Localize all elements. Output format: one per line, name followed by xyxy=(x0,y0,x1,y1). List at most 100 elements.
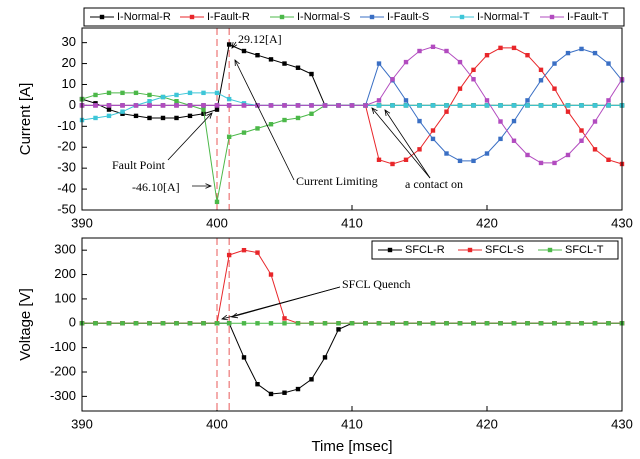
point xyxy=(174,99,179,104)
point xyxy=(201,321,206,326)
point xyxy=(255,250,260,255)
point xyxy=(525,52,530,58)
legend-frame xyxy=(371,240,619,260)
point xyxy=(106,113,112,119)
point xyxy=(592,50,598,56)
point xyxy=(201,107,206,112)
y-tick-label: -50 xyxy=(57,201,76,216)
plot-frame xyxy=(81,27,623,211)
x-axis-label: Time [msec] xyxy=(311,438,392,455)
point xyxy=(187,103,193,108)
x-tick-label: 400 xyxy=(206,416,228,431)
point xyxy=(174,92,179,98)
point xyxy=(592,321,598,326)
point xyxy=(147,103,152,108)
point xyxy=(484,98,490,103)
y-tick-label: 0 xyxy=(69,315,76,330)
annotation: Current Limiting xyxy=(296,174,378,188)
point xyxy=(484,321,490,326)
point xyxy=(511,321,517,326)
point xyxy=(187,321,193,326)
point xyxy=(295,65,301,70)
annotation: -46.10[A] xyxy=(132,180,180,194)
point xyxy=(538,78,544,83)
y-tick-label: -100 xyxy=(50,339,76,354)
x-tick-label: 420 xyxy=(476,416,498,431)
point xyxy=(565,50,571,56)
annotations: 29.12[A] Fault Point -46.10[A] Current L… xyxy=(112,32,463,319)
point xyxy=(336,103,341,108)
point xyxy=(471,103,476,108)
point xyxy=(93,92,98,98)
point xyxy=(282,61,287,66)
point xyxy=(403,321,409,326)
point xyxy=(471,321,476,326)
point xyxy=(525,98,530,103)
point xyxy=(106,103,112,108)
point xyxy=(538,160,544,166)
point xyxy=(511,138,517,143)
point xyxy=(174,103,179,108)
y-tick-label: -10 xyxy=(57,118,76,133)
annotation: a contact on xyxy=(405,177,463,191)
point xyxy=(282,321,287,326)
point xyxy=(403,59,409,65)
legend-swatch xyxy=(467,247,473,253)
y-tick-label: -200 xyxy=(50,363,76,378)
point xyxy=(457,86,463,91)
legend-swatch xyxy=(279,14,285,20)
annotation: SFCL Quench xyxy=(342,277,411,291)
legend-swatch xyxy=(459,14,465,20)
point xyxy=(120,109,125,114)
point xyxy=(484,52,490,58)
y-tick-label: 200 xyxy=(54,266,76,281)
legend-frame xyxy=(83,7,625,27)
point xyxy=(226,321,232,326)
point xyxy=(525,152,530,158)
x-tick-label: 400 xyxy=(206,215,228,230)
point xyxy=(322,355,328,360)
point xyxy=(511,118,517,124)
point xyxy=(430,136,436,142)
y-tick-label: -30 xyxy=(57,160,76,175)
x-tick-label: 390 xyxy=(71,215,93,230)
point xyxy=(538,103,544,108)
point xyxy=(390,103,395,108)
point xyxy=(444,321,449,326)
point xyxy=(268,122,274,127)
point xyxy=(268,391,274,397)
point xyxy=(336,327,341,332)
y-tick-label: 0 xyxy=(69,97,76,112)
point xyxy=(201,111,206,116)
point xyxy=(226,134,232,139)
point xyxy=(390,77,395,82)
point xyxy=(444,151,449,156)
point xyxy=(147,115,152,121)
point xyxy=(457,103,463,108)
point xyxy=(417,118,422,124)
x-tick-label: 390 xyxy=(71,416,93,431)
point xyxy=(376,103,382,108)
point xyxy=(363,321,368,326)
point xyxy=(309,103,314,108)
point xyxy=(606,61,611,66)
y-tick-label: -300 xyxy=(50,388,76,403)
series-line xyxy=(82,322,622,395)
point xyxy=(511,45,517,51)
point xyxy=(201,103,206,108)
point xyxy=(349,103,355,108)
point xyxy=(592,119,598,124)
point xyxy=(255,321,260,326)
y-tick-label: 100 xyxy=(54,290,76,305)
point xyxy=(241,247,247,253)
point xyxy=(133,113,139,119)
point xyxy=(241,48,247,54)
point xyxy=(309,71,314,77)
point xyxy=(552,86,557,91)
legend-label: SFCL-R xyxy=(405,244,445,256)
point xyxy=(498,136,503,142)
point xyxy=(214,90,220,96)
legend-swatch xyxy=(189,14,195,20)
y-tick-label: 30 xyxy=(62,34,76,49)
